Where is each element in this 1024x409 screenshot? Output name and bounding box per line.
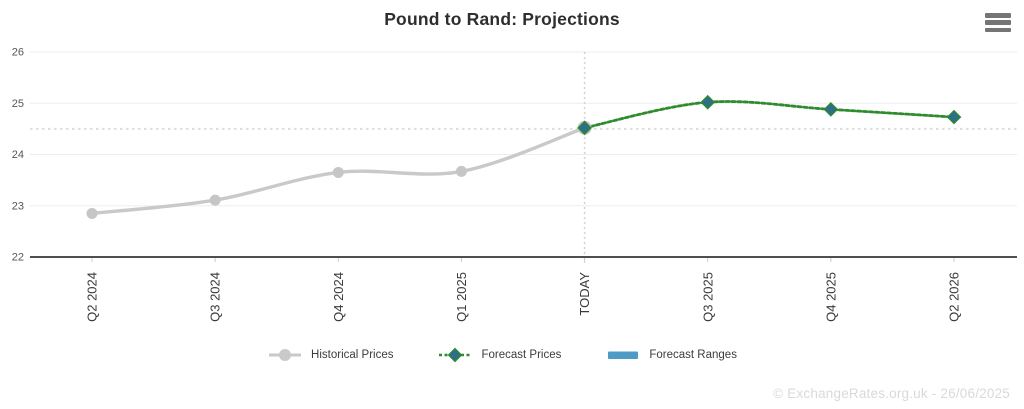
hamburger-bar xyxy=(985,27,1011,32)
x-axis-tick-label: TODAY xyxy=(577,272,592,316)
y-axis-tick-label: 23 xyxy=(12,200,24,212)
forecast-data-point xyxy=(946,109,962,125)
legend-label: Forecast Ranges xyxy=(649,349,737,361)
y-axis-tick-label: 24 xyxy=(12,149,24,161)
x-axis-tick-label: Q2 2026 xyxy=(947,272,962,322)
chart-title: Pound to Rand: Projections xyxy=(384,9,620,29)
forecast-data-point xyxy=(700,94,716,110)
historical-data-point xyxy=(86,207,98,219)
forecast-data-point xyxy=(823,102,839,117)
historical-data-point xyxy=(455,165,467,177)
y-axis-tick-label: 22 xyxy=(12,252,24,264)
x-axis-tick-label: Q3 2024 xyxy=(208,272,223,322)
y-axis-tick-label: 25 xyxy=(12,98,24,110)
legend-item-forecast-ranges[interactable]: Forecast Ranges xyxy=(605,347,737,363)
hamburger-bar xyxy=(985,20,1011,25)
gray-line-circle-icon xyxy=(269,349,302,361)
watermark: © ExchangeRates.org.uk - 26/06/2025 xyxy=(773,386,1010,401)
chart-legend: Historical Prices Forecast Prices Forecast… xyxy=(0,347,1004,363)
x-axis-tick-label: Q1 2025 xyxy=(454,272,469,322)
legend-item-historical-prices[interactable]: Historical Prices xyxy=(267,347,393,363)
historical-data-point xyxy=(209,194,221,206)
legend-item-forecast-prices[interactable]: Forecast Prices xyxy=(437,347,561,363)
forecast-series-line xyxy=(583,100,956,130)
legend-label: Historical Prices xyxy=(311,349,394,361)
hamburger-menu-icon[interactable] xyxy=(985,13,1011,32)
blue-bar-icon xyxy=(608,351,639,359)
legend-label: Forecast Prices xyxy=(481,349,562,361)
y-axis-tick-label: 26 xyxy=(12,47,24,59)
historical-data-point xyxy=(332,166,344,178)
chart-canvas: 22 23 24 25 26 Q2 2024 Q3 2024 Q4 2024 Q1 2025 TO… xyxy=(12,47,1017,322)
x-axis-tick-label: Q2 2024 xyxy=(85,272,100,322)
hamburger-bar xyxy=(985,13,1011,18)
green-dash-diamond-icon xyxy=(439,347,472,363)
x-axis-tick-label: Q4 2025 xyxy=(823,272,838,322)
x-axis-tick-label: Q3 2025 xyxy=(700,272,715,322)
forecast-data-point xyxy=(577,120,592,136)
x-axis-tick-label: Q4 2024 xyxy=(331,272,346,322)
